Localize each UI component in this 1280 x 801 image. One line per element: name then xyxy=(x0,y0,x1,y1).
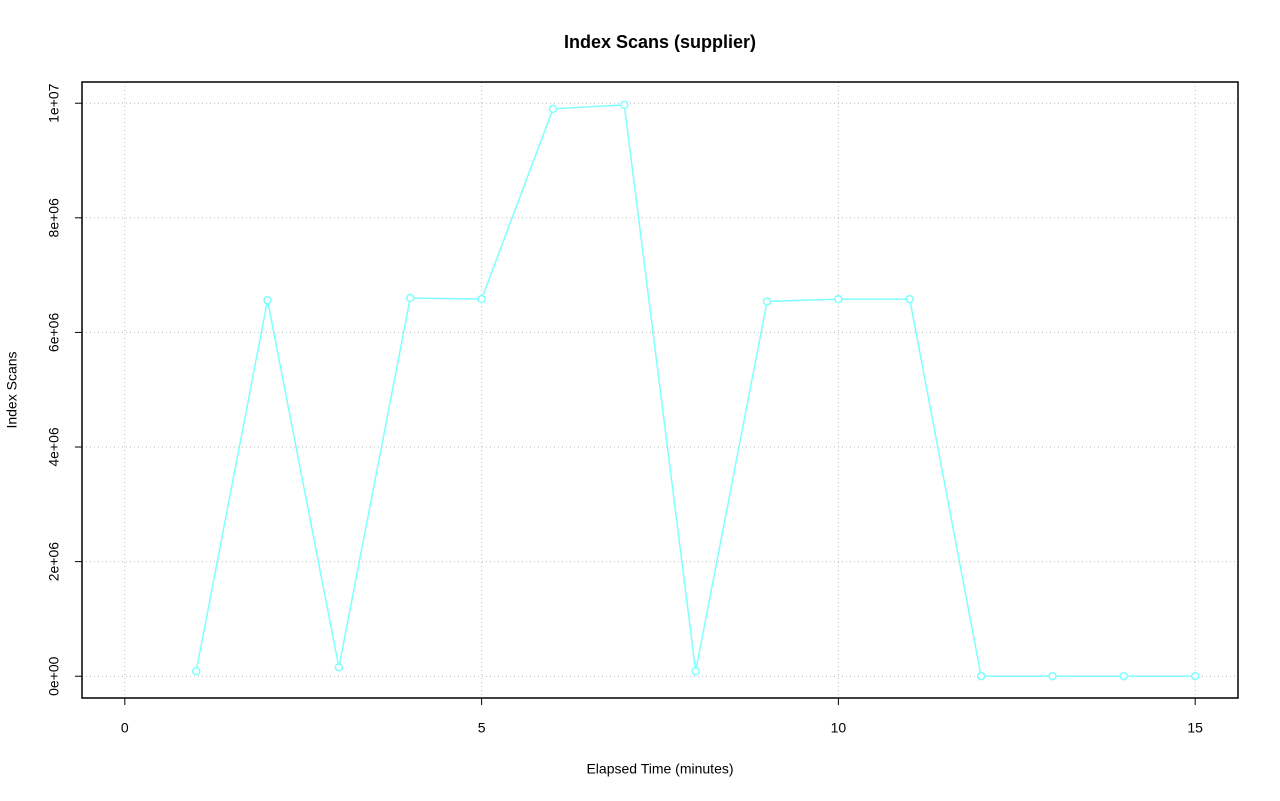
data-point xyxy=(405,293,415,303)
data-point xyxy=(334,662,344,672)
data-point xyxy=(762,297,772,306)
data-point xyxy=(548,104,558,114)
series-line xyxy=(195,104,1196,677)
y-tick-label: 2e+06 xyxy=(46,542,62,582)
y-tick-label: 8e+06 xyxy=(46,198,62,238)
data-point xyxy=(1190,671,1200,681)
data-point xyxy=(620,100,629,110)
x-tick-label: 10 xyxy=(831,720,847,736)
y-axis-label: Index Scans xyxy=(4,351,20,428)
plot-frame xyxy=(81,81,1239,699)
data-point xyxy=(263,296,272,305)
y-tick-label: 1e+07 xyxy=(46,83,62,123)
data-point xyxy=(834,294,843,304)
chart-title: Index Scans (supplier) xyxy=(564,32,756,52)
x-tick-label: 0 xyxy=(121,720,129,736)
y-tick-label: 6e+06 xyxy=(46,313,62,353)
data-point xyxy=(905,294,915,304)
y-tick-label: 4e+06 xyxy=(46,427,62,467)
x-axis-label: Elapsed Time (minutes) xyxy=(586,761,733,777)
x-tick-label: 15 xyxy=(1187,720,1203,736)
data-point xyxy=(691,666,700,676)
data-point xyxy=(1048,671,1057,681)
data-point xyxy=(477,294,486,304)
data-point xyxy=(191,666,201,676)
y-tick-label: 0e+00 xyxy=(46,656,62,696)
data-point xyxy=(1119,671,1129,681)
data-point xyxy=(976,671,986,681)
x-tick-label: 5 xyxy=(478,720,486,736)
